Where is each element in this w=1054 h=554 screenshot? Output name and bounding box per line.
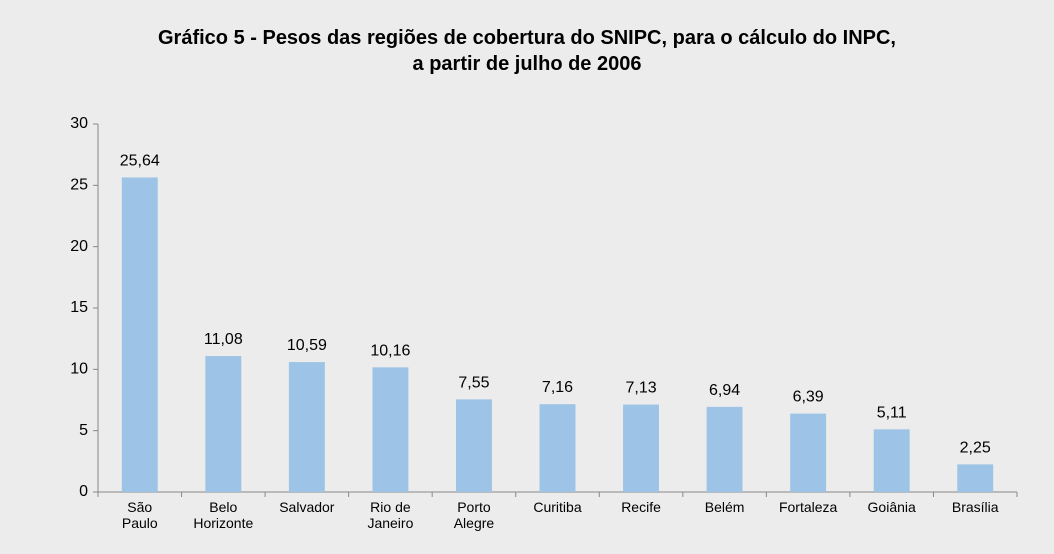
data-label: 7,13 (625, 380, 656, 397)
y-tick-label: 5 (79, 422, 88, 439)
x-tick-label: Belo Horizonte (193, 499, 253, 531)
bar (790, 413, 827, 492)
x-tick-label: Curitiba (533, 499, 581, 515)
y-tick-label: 10 (70, 361, 88, 378)
y-tick-label: 25 (70, 177, 88, 194)
y-tick-label: 30 (70, 115, 88, 132)
y-tick-label: 0 (79, 483, 88, 500)
data-label: 11,08 (204, 331, 243, 348)
bar (539, 404, 576, 492)
data-label: 10,16 (370, 342, 410, 359)
data-label: 25,64 (120, 152, 160, 169)
bar (706, 406, 743, 492)
bar (372, 367, 409, 492)
chart-title: a partir de julho de 2006 (413, 53, 642, 75)
data-label: 6,94 (709, 382, 740, 399)
data-label: 6,39 (793, 389, 824, 406)
x-tick-label: Brasília (952, 499, 999, 515)
x-tick-label: Salvador (279, 499, 335, 515)
data-label: 7,16 (542, 379, 573, 396)
bar (205, 356, 242, 492)
y-tick-label: 20 (70, 238, 88, 255)
bar (121, 177, 158, 492)
bar (873, 429, 910, 492)
x-tick-label: Belém (705, 499, 745, 515)
chart-title: Gráfico 5 - Pesos das regiões de cobertu… (158, 27, 896, 49)
bar (455, 399, 492, 492)
x-tick-label: Recife (621, 499, 661, 515)
x-tick-label: Fortaleza (779, 499, 838, 515)
x-tick-label: Goiânia (868, 499, 916, 515)
data-label: 7,55 (458, 374, 489, 391)
bar (957, 464, 994, 492)
bar (623, 404, 660, 492)
data-label: 10,59 (287, 337, 327, 354)
bar (288, 362, 325, 492)
x-tick-label: Porto Alegre (454, 499, 495, 531)
y-tick-label: 15 (70, 299, 88, 316)
x-tick-label: São Paulo (122, 499, 158, 531)
data-label: 5,11 (877, 404, 907, 421)
data-label: 2,25 (960, 439, 991, 456)
x-tick-label: Rio de Janeiro (367, 499, 413, 531)
